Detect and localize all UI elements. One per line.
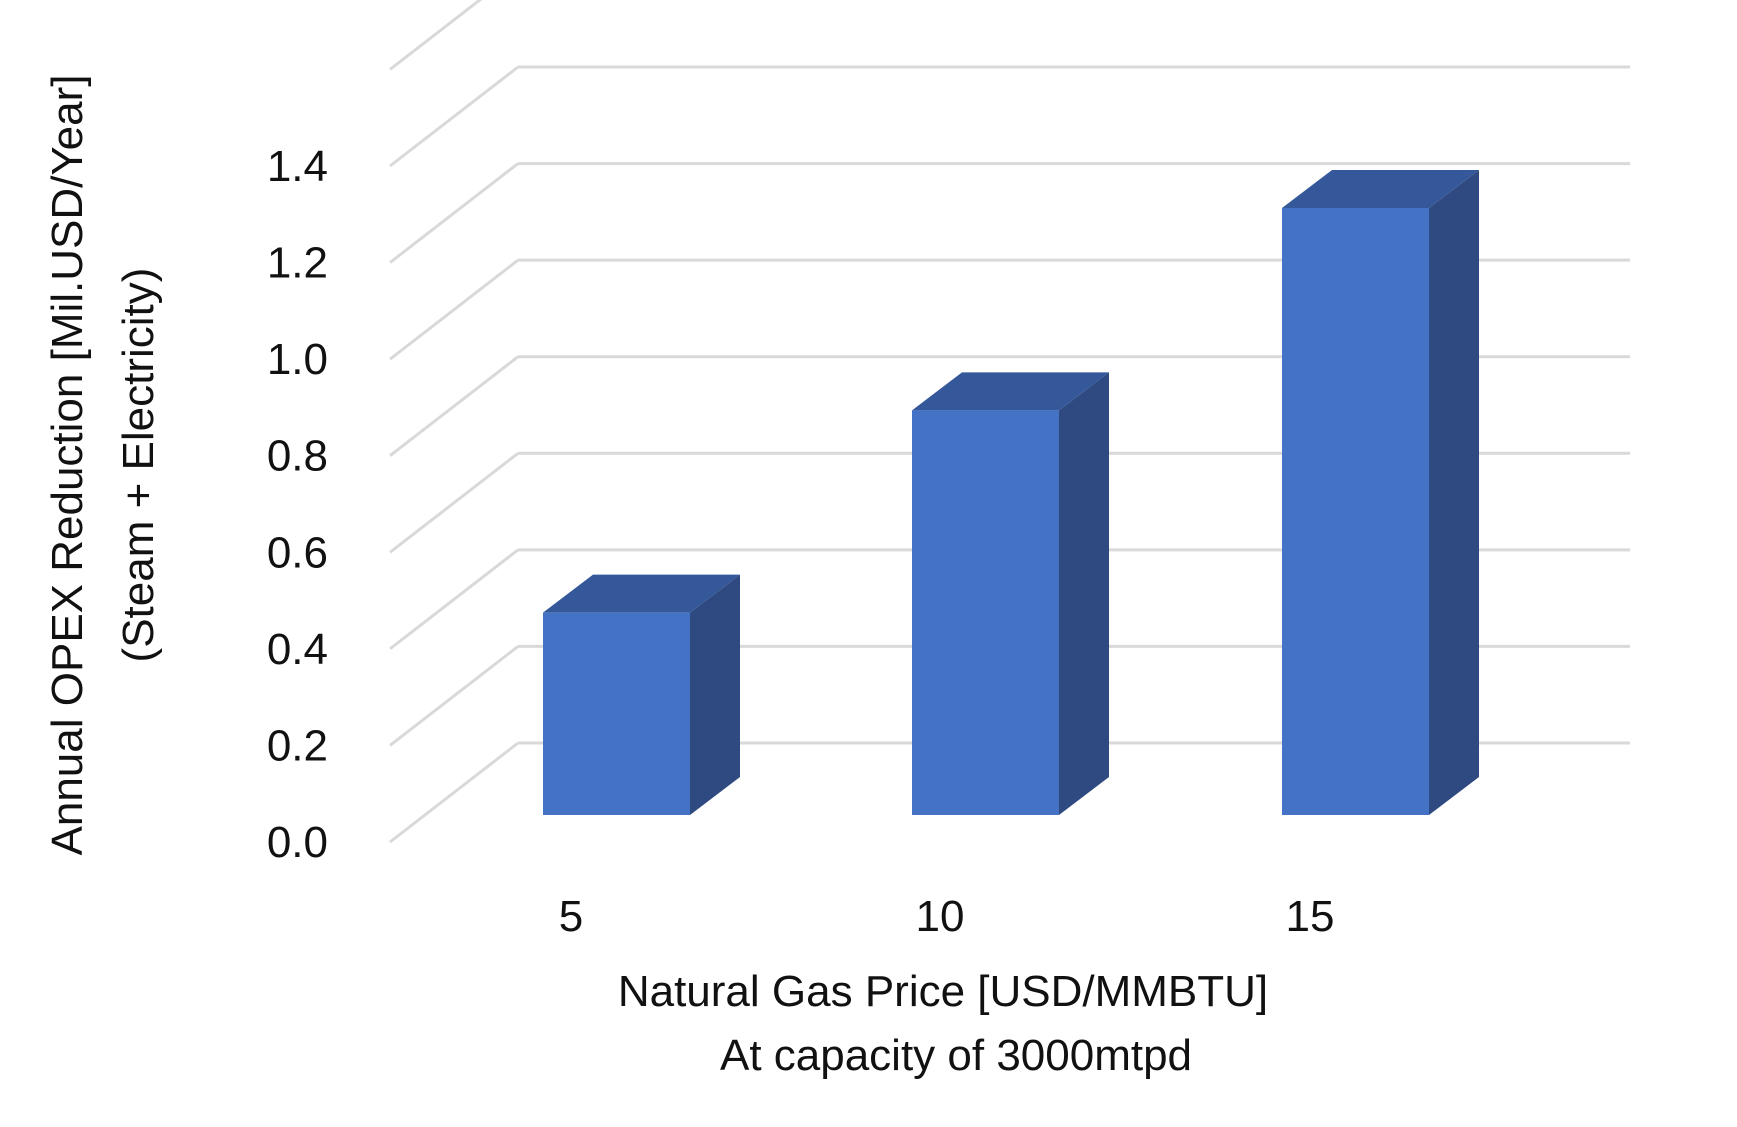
x-tick-label: 15 — [1286, 892, 1335, 941]
y-tick-label: 0.6 — [267, 528, 328, 577]
bar-side — [690, 574, 740, 815]
gridline-side — [389, 0, 483, 71]
x-tick-label: 5 — [559, 892, 583, 941]
y-tick-label: 1.4 — [267, 142, 328, 191]
y-tick-label: 1.2 — [267, 239, 328, 288]
gridline-side — [389, 355, 519, 457]
y-tick-labels: 0.0 0.2 0.4 0.6 0.8 1.0 1.2 1.4 — [267, 142, 328, 867]
y-tick-label: 0.8 — [267, 432, 328, 481]
x-axis-label: Natural Gas Price [USD/MMBTU] — [618, 967, 1268, 1016]
y-axis-label: Annual OPEX Reduction [Mil.USD/Year] — [43, 75, 92, 856]
bar-top — [912, 372, 1109, 411]
x-tick-labels: 5 10 15 — [559, 892, 1335, 941]
gridline-side — [389, 162, 519, 264]
bar — [1282, 208, 1429, 815]
bar — [543, 612, 690, 815]
gridline-side — [389, 741, 519, 844]
bar — [912, 410, 1059, 815]
y-axis-label-line2: (Steam + Electricity) — [114, 268, 163, 663]
x-axis-label-line2: At capacity of 3000mtpd — [720, 1031, 1192, 1080]
y-tick-label: 0.4 — [267, 625, 328, 674]
gridline-side — [389, 452, 519, 554]
x-tick-label: 10 — [916, 892, 965, 941]
gridline-side — [389, 645, 519, 747]
gridline-side — [389, 548, 519, 651]
gridline-side — [389, 258, 519, 361]
bar-side — [1059, 372, 1109, 815]
bar-side — [1429, 170, 1479, 815]
bars-layer — [543, 170, 1479, 815]
y-tick-label: 0.0 — [267, 818, 328, 867]
bar-top — [1282, 170, 1479, 208]
gridline-side — [389, 65, 519, 168]
y-tick-label: 0.2 — [267, 721, 328, 770]
y-tick-label: 1.0 — [267, 335, 328, 384]
bar-top — [543, 574, 740, 613]
